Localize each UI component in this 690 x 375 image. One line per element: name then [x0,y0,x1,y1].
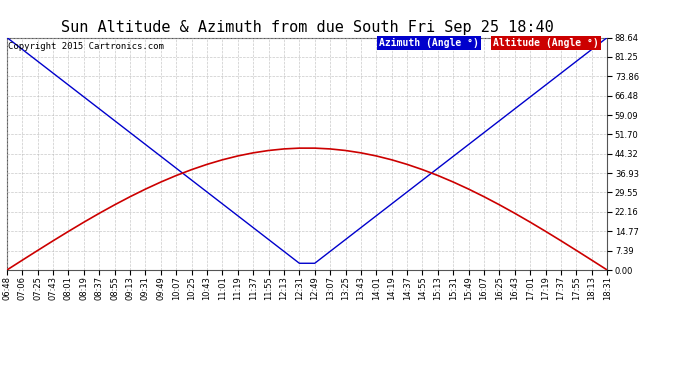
Text: Altitude (Angle °): Altitude (Angle °) [493,38,599,48]
Title: Sun Altitude & Azimuth from due South Fri Sep 25 18:40: Sun Altitude & Azimuth from due South Fr… [61,20,553,35]
Text: Copyright 2015 Cartronics.com: Copyright 2015 Cartronics.com [8,42,164,51]
Text: Azimuth (Angle °): Azimuth (Angle °) [379,38,479,48]
